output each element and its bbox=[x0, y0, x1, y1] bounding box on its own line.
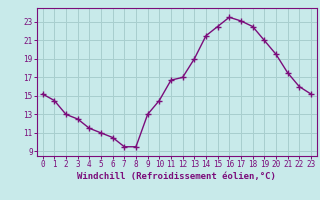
X-axis label: Windchill (Refroidissement éolien,°C): Windchill (Refroidissement éolien,°C) bbox=[77, 172, 276, 181]
